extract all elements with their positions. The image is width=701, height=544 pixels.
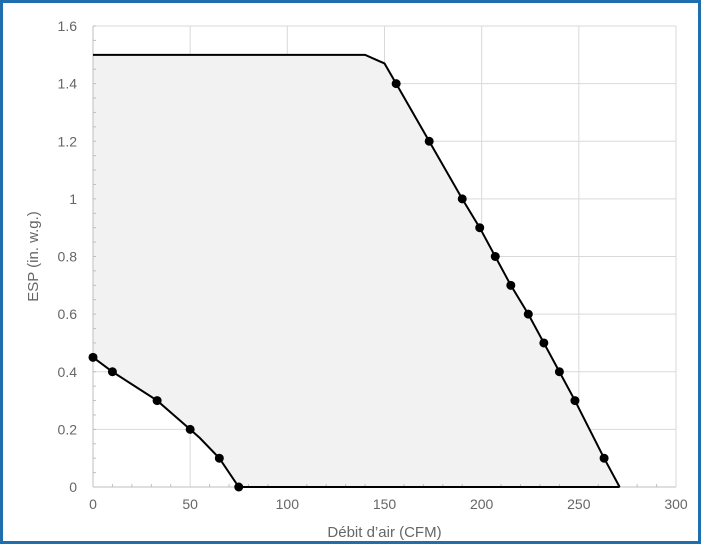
data-point [457,194,467,204]
data-point [152,396,162,406]
data-point [391,79,401,89]
x-tick-label: 0 [89,496,97,512]
x-tick-label: 150 [373,496,397,512]
lower-boundary-line [92,356,620,488]
data-point [214,453,224,463]
operating-area [93,54,620,487]
x-tick-label: 50 [182,496,198,512]
data-point [424,136,434,146]
y-tick-label: 0.2 [58,421,78,437]
y-axis-label: ESP (in. w.g.) [25,211,42,302]
y-tick-label: 0.8 [58,249,78,265]
data-point [107,367,117,377]
data-point [475,223,485,233]
data-point [506,280,516,290]
data-point [88,352,98,362]
data-point [570,396,580,406]
x-tick-label: 200 [470,496,494,512]
x-tick-label: 250 [567,496,591,512]
y-tick-label: 1.6 [58,18,78,34]
y-tick-label: 0 [69,479,77,495]
y-tick-label: 1 [69,191,77,207]
x-tick-labels: 0 50 100 150 200 250 300 [89,496,688,512]
data-point [185,424,195,434]
x-axis-label: Débit d’air (CFM) [327,524,441,541]
x-tick-label: 100 [276,496,300,512]
data-point [554,367,564,377]
y-tick-label: 0.6 [58,306,78,322]
y-tick-labels: 0 0.2 0.4 0.6 0.8 1 1.2 1.4 1.6 [58,18,78,495]
data-point [523,309,533,319]
data-point [599,453,609,463]
y-tick-label: 1.2 [58,133,78,149]
data-point [234,482,244,492]
data-points [88,79,609,492]
y-tick-label: 1.4 [58,76,78,92]
y-tick-label: 0.4 [58,364,78,380]
x-tick-label: 300 [664,496,688,512]
data-point [539,338,549,348]
data-point [490,252,500,261]
